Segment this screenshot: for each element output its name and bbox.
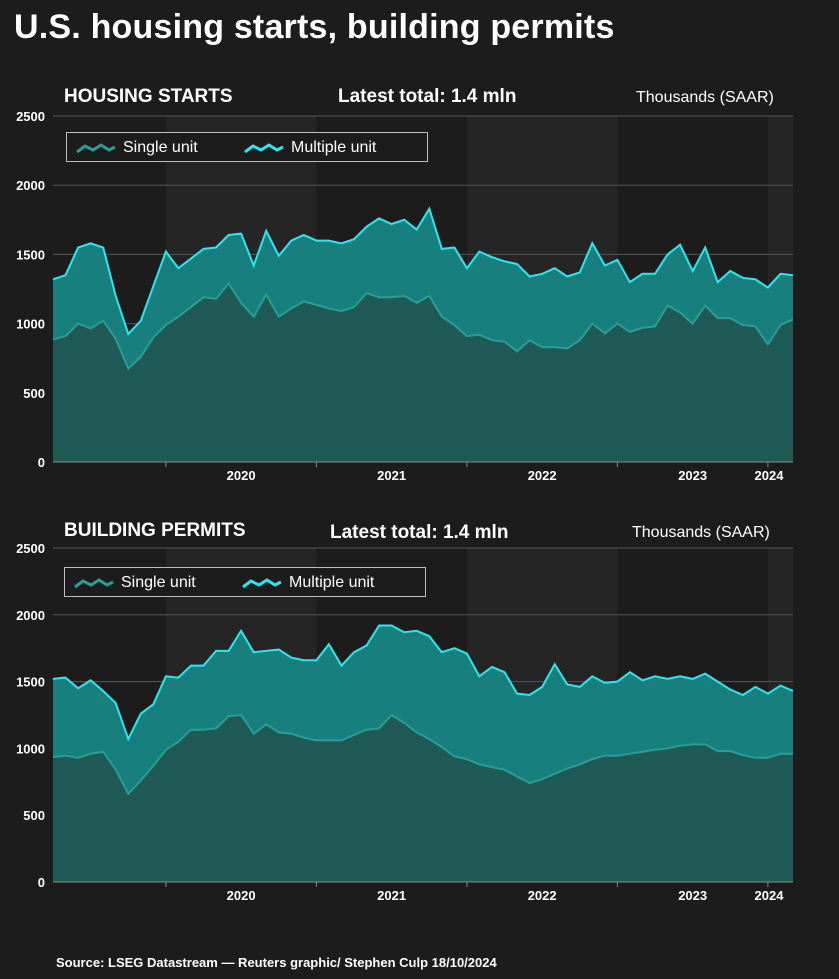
y-tick-label: 2000 bbox=[16, 178, 45, 193]
source-note: Source: LSEG Datastream — Reuters graphi… bbox=[56, 955, 497, 970]
multiple-unit-swatch-icon bbox=[244, 143, 284, 154]
legend-item-single-unit: Single unit bbox=[73, 574, 196, 592]
single-unit-area bbox=[53, 715, 793, 882]
x-tick-label: 2020 bbox=[227, 888, 256, 903]
y-tick-label: 1500 bbox=[16, 675, 45, 690]
x-tick-label: 2020 bbox=[227, 468, 256, 483]
housing-starts-latest-total: Latest total: 1.4 mln bbox=[338, 86, 517, 107]
building-permits-title: BUILDING PERMITS bbox=[64, 520, 246, 541]
legend-item-multiple-unit: Multiple unit bbox=[243, 139, 376, 157]
y-tick-label: 1500 bbox=[16, 247, 45, 262]
y-tick-label: 0 bbox=[38, 875, 45, 890]
x-tick-label: 2023 bbox=[678, 888, 707, 903]
x-tick-label: 2024 bbox=[755, 468, 785, 483]
housing-starts-legend: Single unit Multiple unit bbox=[66, 132, 428, 162]
building-permits-legend: Single unit Multiple unit bbox=[64, 567, 426, 597]
x-tick-label: 2022 bbox=[528, 468, 557, 483]
y-tick-label: 2500 bbox=[16, 541, 45, 556]
y-tick-label: 2500 bbox=[16, 109, 45, 124]
building-permits-panel: BUILDING PERMITS Latest total: 1.4 mln T… bbox=[0, 512, 839, 932]
main-title: U.S. housing starts, building permits bbox=[14, 8, 615, 46]
y-tick-label: 1000 bbox=[16, 317, 45, 332]
y-tick-label: 2000 bbox=[16, 608, 45, 623]
legend-label-multiple-unit: Multiple unit bbox=[289, 574, 375, 591]
single-unit-area bbox=[53, 283, 793, 462]
housing-starts-title: HOUSING STARTS bbox=[64, 86, 233, 107]
building-permits-latest-total: Latest total: 1.4 mln bbox=[330, 522, 509, 543]
legend-label-single-unit: Single unit bbox=[123, 139, 198, 156]
x-tick-label: 2022 bbox=[528, 888, 557, 903]
x-tick-label: 2021 bbox=[377, 888, 406, 903]
legend-label-single-unit: Single unit bbox=[121, 574, 196, 591]
y-tick-label: 500 bbox=[23, 808, 45, 823]
y-tick-label: 1000 bbox=[16, 741, 45, 756]
x-tick-label: 2024 bbox=[755, 888, 785, 903]
single-unit-swatch-icon bbox=[74, 578, 114, 589]
legend-item-multiple-unit: Multiple unit bbox=[241, 574, 374, 592]
housing-starts-chart: 0 500 1000 1500 2000 2500 2020 2021 2022 2023 2024 bbox=[16, 109, 794, 483]
legend-item-single-unit: Single unit bbox=[75, 139, 198, 157]
x-tick-label: 2021 bbox=[377, 468, 406, 483]
housing-starts-units: Thousands (SAAR) bbox=[636, 89, 774, 106]
x-tick-label: 2023 bbox=[678, 468, 707, 483]
building-permits-chart: 0 500 1000 1500 2000 2500 2020 2021 2022 2023 2024 bbox=[16, 541, 794, 903]
single-unit-swatch-icon bbox=[76, 143, 116, 154]
y-tick-label: 500 bbox=[23, 386, 45, 401]
multiple-unit-line bbox=[52, 624, 794, 742]
single-unit-line bbox=[52, 713, 793, 796]
multiple-unit-swatch-icon bbox=[242, 578, 282, 589]
multiple-unit-line bbox=[52, 206, 794, 336]
building-permits-units: Thousands (SAAR) bbox=[632, 524, 770, 541]
single-unit-line bbox=[52, 281, 794, 371]
housing-starts-panel: HOUSING STARTS Latest total: 1.4 mln Tho… bbox=[0, 80, 839, 500]
legend-label-multiple-unit: Multiple unit bbox=[291, 139, 377, 156]
y-tick-label: 0 bbox=[38, 455, 45, 470]
